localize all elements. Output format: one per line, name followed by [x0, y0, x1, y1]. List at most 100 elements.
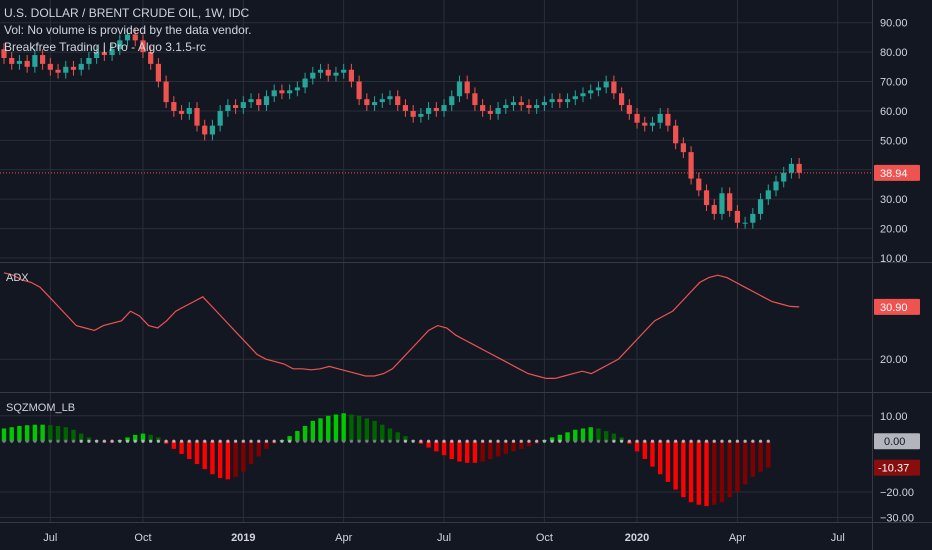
indicator-note[interactable]: Breakfree Trading | Pro - Algo 3.1.5-rc	[4, 40, 206, 54]
squeeze-dot	[666, 439, 670, 443]
squeeze-dot	[226, 439, 230, 443]
momentum-bar	[611, 433, 617, 442]
squeeze-dot	[56, 439, 60, 443]
candle-body	[24, 60, 30, 67]
squeeze-dot	[689, 439, 693, 443]
squeeze-dot	[457, 439, 462, 443]
momentum-bar	[688, 441, 694, 503]
momentum-bar	[712, 441, 717, 505]
candle-body	[619, 93, 625, 106]
squeeze-dot	[110, 439, 114, 443]
price-tick-label: 50.00	[880, 135, 908, 147]
squeeze-dot	[149, 439, 153, 443]
momentum-bar	[140, 433, 146, 442]
candle-body	[240, 102, 246, 108]
momentum-bar	[125, 437, 130, 442]
momentum-bar	[55, 425, 61, 442]
momentum-bar	[573, 429, 578, 442]
squeeze-dot	[234, 439, 238, 443]
momentum-bar	[495, 441, 501, 457]
squeeze-dot	[25, 439, 29, 443]
squeeze-dot	[419, 439, 423, 443]
momentum-bar	[696, 441, 701, 505]
momentum-bar	[727, 441, 732, 498]
candle-body	[140, 40, 146, 53]
price-tick-label: 10.00	[880, 253, 908, 265]
squeeze-dot	[751, 439, 755, 443]
squeeze-dot	[2, 439, 6, 443]
adx-pane-title[interactable]: ADX	[6, 272, 29, 284]
candle-body	[611, 81, 617, 94]
squeeze-dot	[249, 439, 253, 443]
candle-body	[86, 58, 92, 64]
squeeze-dot	[334, 439, 338, 443]
momentum-bar	[449, 441, 454, 459]
squeeze-dot	[349, 439, 353, 443]
candle-body	[333, 72, 339, 76]
candle-body	[464, 81, 470, 94]
candle-body	[696, 178, 702, 191]
squeeze-dot	[272, 439, 276, 443]
candle-body	[719, 193, 725, 214]
x-tick-label: Apr	[335, 532, 352, 544]
squeeze-dot	[712, 439, 716, 443]
squeeze-dot	[704, 439, 709, 443]
candle-body	[642, 122, 648, 126]
candle-body	[727, 193, 733, 211]
squeeze-dot	[10, 439, 14, 443]
squeeze-dot	[511, 439, 516, 443]
candle-body	[395, 96, 401, 106]
candle-body	[503, 105, 509, 108]
squeeze-dot	[627, 439, 631, 443]
momentum-bar	[634, 441, 640, 452]
squeeze-dot	[17, 439, 22, 443]
momentum-bar	[673, 441, 678, 490]
x-tick-label: Apr	[729, 532, 746, 544]
candle-body	[757, 199, 764, 214]
candle-body	[16, 60, 23, 64]
candle-body	[734, 210, 740, 223]
squeeze-dot	[64, 439, 68, 443]
candle-body	[132, 34, 138, 41]
squeeze-dot	[388, 439, 392, 443]
symbol-title[interactable]: U.S. DOLLAR / BRENT CRUDE OIL, 1W, IDC	[4, 6, 250, 20]
candle-body	[70, 66, 77, 70]
sqzmom-pane-title[interactable]: SQZMOM_LB	[6, 402, 76, 414]
squeeze-dot	[542, 439, 547, 443]
squeeze-dot	[565, 439, 570, 443]
momentum-bar	[341, 413, 346, 442]
squeeze-dot	[766, 439, 770, 443]
momentum-bar	[588, 427, 593, 442]
candle-body	[526, 105, 532, 108]
momentum-bar	[356, 415, 362, 442]
candle-body	[426, 108, 432, 114]
squeeze-dot	[519, 439, 523, 443]
squeeze-dot	[357, 439, 361, 443]
candle-body	[410, 110, 416, 117]
momentum-bar	[758, 441, 763, 472]
squeeze-dot	[187, 439, 191, 443]
momentum-bar	[766, 441, 771, 468]
candle-body	[209, 125, 216, 135]
candle-body	[634, 113, 640, 123]
momentum-bar	[565, 432, 570, 442]
squeeze-dot	[218, 439, 222, 443]
last-price-badge	[874, 164, 920, 181]
momentum-bar	[681, 441, 686, 498]
momentum-bar	[480, 441, 485, 462]
squeeze-dot	[728, 439, 732, 443]
momentum-bar	[194, 441, 200, 465]
momentum-bar	[179, 441, 184, 454]
momentum-bar	[580, 428, 586, 442]
candle-body	[348, 69, 354, 82]
candle-body	[117, 40, 123, 50]
squeeze-dot	[496, 439, 500, 443]
price-tick-label: 70.00	[880, 77, 908, 89]
squeeze-dot	[203, 439, 207, 443]
squeeze-dot	[372, 439, 377, 443]
squeeze-dot	[380, 439, 384, 443]
price-tick-label: 30.00	[880, 194, 908, 206]
squeeze-dot	[311, 439, 315, 443]
momentum-bar	[364, 418, 370, 442]
